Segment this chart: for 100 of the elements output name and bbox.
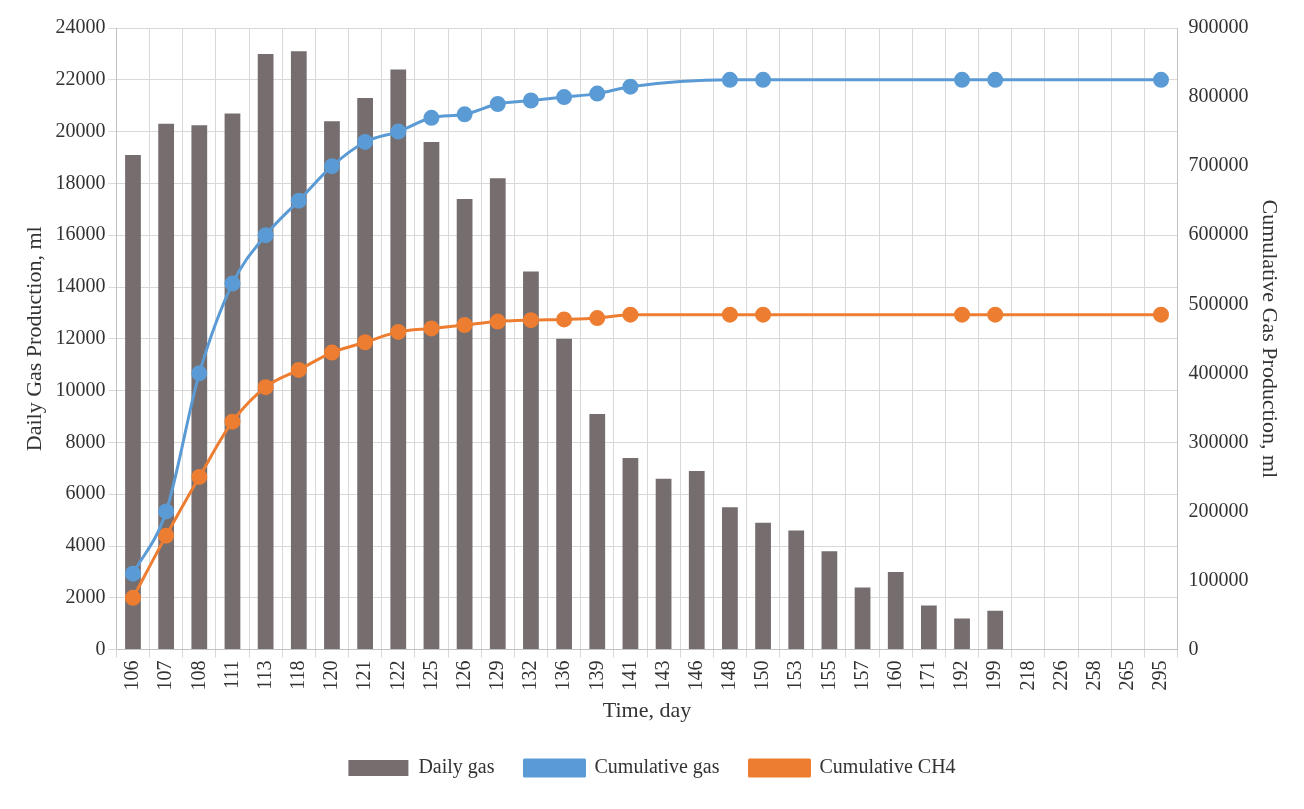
- y-tick-label: 6000: [65, 481, 106, 504]
- x-tick-label: 160: [882, 660, 905, 691]
- y2-tick-label: 900000: [1188, 15, 1249, 38]
- point: [390, 123, 407, 140]
- x-tick-label: 111: [219, 660, 242, 690]
- point: [622, 306, 639, 323]
- x-tick-label: 153: [783, 660, 806, 691]
- y-axis-title: Daily Gas Production, ml: [20, 226, 46, 452]
- point: [456, 106, 473, 123]
- y-tick-label: 20000: [55, 118, 106, 141]
- bar: [854, 587, 871, 650]
- point: [556, 89, 573, 106]
- point: [357, 133, 374, 150]
- point: [124, 589, 141, 606]
- bar: [954, 618, 970, 650]
- x-tick-label: 157: [849, 660, 872, 691]
- y-tick-label: 8000: [65, 429, 106, 452]
- bar: [556, 338, 572, 650]
- bar: [722, 507, 738, 650]
- x-tick-label: 108: [186, 660, 209, 691]
- x-tick-label: 265: [1115, 660, 1138, 691]
- bar: [125, 154, 141, 650]
- bar: [158, 123, 175, 650]
- point: [954, 71, 971, 88]
- point: [721, 71, 738, 88]
- y2-axis-title: Cumulative Gas Production, ml: [1258, 199, 1284, 479]
- point: [755, 71, 772, 88]
- point: [987, 71, 1004, 88]
- x-tick-label: 125: [418, 660, 441, 691]
- point: [489, 313, 506, 330]
- x-tick-label: 141: [617, 660, 640, 691]
- y-tick-label: 18000: [55, 170, 106, 193]
- legend-label: Cumulative gas: [594, 755, 720, 779]
- point: [456, 316, 473, 333]
- bar: [257, 53, 274, 650]
- x-tick-label: 148: [717, 660, 740, 691]
- point: [224, 413, 241, 430]
- point: [124, 565, 141, 582]
- x-tick-label: 143: [650, 660, 673, 691]
- x-tick-label: 129: [485, 660, 508, 691]
- bar: [290, 51, 307, 650]
- x-tick-label: 139: [584, 660, 607, 691]
- x-tick-label: 155: [816, 660, 839, 691]
- x-tick-label: 295: [1148, 660, 1171, 691]
- point: [390, 323, 407, 340]
- y-tick-label: 22000: [55, 67, 106, 90]
- bar: [788, 530, 805, 650]
- y-tick-label: 14000: [55, 274, 106, 297]
- y2-tick-label: 100000: [1188, 567, 1249, 590]
- bar: [821, 551, 838, 650]
- point: [721, 306, 738, 323]
- point: [489, 95, 506, 112]
- y2-tick-label: 200000: [1188, 498, 1249, 521]
- point: [323, 344, 340, 361]
- y2-tick-label: 500000: [1188, 291, 1249, 314]
- legend-label: Daily gas: [418, 755, 495, 779]
- point: [423, 320, 440, 337]
- x-tick-label: 118: [286, 660, 309, 690]
- x-tick-label: 192: [949, 660, 972, 691]
- x-tick-label: 218: [1015, 660, 1038, 691]
- point: [954, 306, 971, 323]
- y2-tick-label: 700000: [1188, 153, 1249, 176]
- point: [423, 109, 440, 126]
- y2-tick-label: 800000: [1188, 84, 1249, 107]
- point: [522, 92, 539, 109]
- x-tick-label: 136: [551, 660, 574, 691]
- x-tick-label: 113: [252, 660, 275, 690]
- point: [589, 85, 606, 102]
- bar: [655, 478, 672, 650]
- bar: [987, 610, 1004, 650]
- bar: [921, 605, 937, 650]
- y2-tick-label: 400000: [1188, 360, 1249, 383]
- bar: [357, 97, 373, 650]
- x-tick-label: 258: [1081, 660, 1104, 691]
- point: [158, 503, 175, 520]
- bar: [456, 198, 473, 650]
- x-tick-label: 132: [518, 660, 541, 691]
- legend-label: Cumulative CH4: [819, 755, 956, 778]
- y-tick-label: 2000: [65, 585, 106, 608]
- bar: [688, 470, 705, 650]
- point: [1153, 71, 1170, 88]
- bar: [191, 125, 208, 650]
- point: [191, 365, 208, 382]
- point: [522, 312, 539, 329]
- x-axis-title: Time, day: [602, 696, 692, 722]
- point: [622, 78, 639, 95]
- point: [589, 310, 606, 327]
- x-tick-label: 146: [683, 660, 706, 691]
- bar: [622, 457, 639, 650]
- point: [755, 306, 772, 323]
- point: [257, 227, 274, 244]
- bar: [523, 271, 539, 650]
- point: [357, 334, 374, 351]
- x-tick-label: 171: [916, 660, 939, 691]
- x-tick-label: 107: [153, 660, 176, 691]
- bar: [489, 178, 506, 650]
- x-tick-label: 121: [352, 660, 375, 691]
- y2-tick-label: 0: [1188, 636, 1199, 659]
- y2-tick-label: 300000: [1188, 429, 1249, 452]
- x-tick-label: 122: [385, 660, 408, 691]
